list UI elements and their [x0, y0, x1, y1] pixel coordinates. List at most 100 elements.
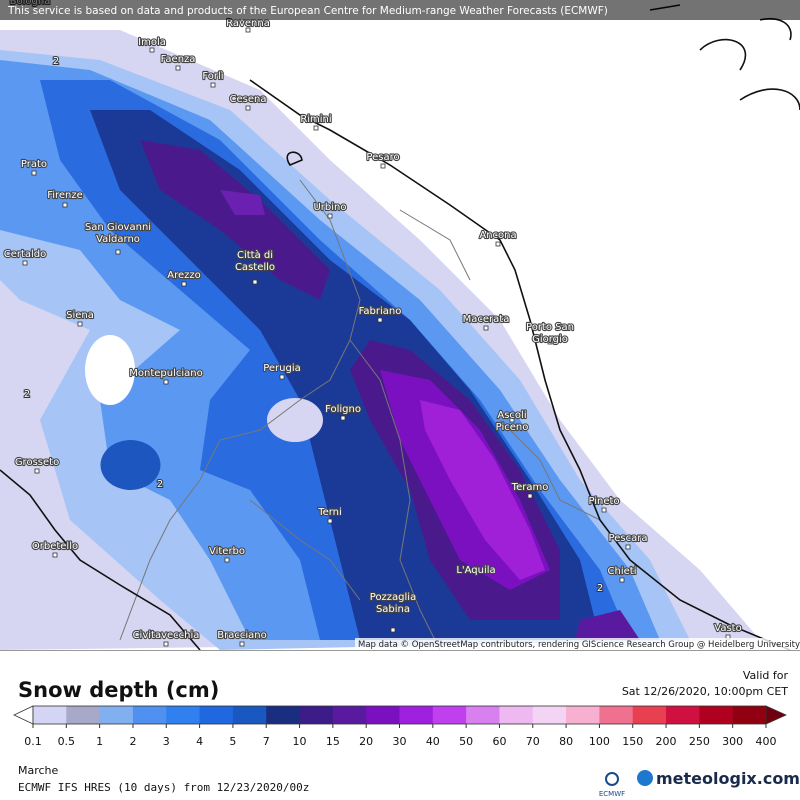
scale-segment	[566, 706, 600, 724]
city-label: Faenza	[161, 54, 196, 65]
city-label: Certaldo	[4, 249, 47, 260]
city-label: Foligno	[325, 404, 361, 415]
scale-segment	[366, 706, 400, 724]
model-info: ECMWF IFS HRES (10 days) from 12/23/2020…	[18, 781, 309, 794]
scale-segment	[699, 706, 734, 724]
snow-area	[85, 335, 135, 405]
city-label: Ascoli	[497, 410, 526, 421]
scale-label: 4	[196, 735, 203, 748]
city-marker	[224, 557, 230, 563]
scale-label: 10	[293, 735, 307, 748]
color-scale: 0.1 0.5 1 2 3 4 5 7 10 15 20 30 40 50 60 70 80 100 150 200 2…	[13, 705, 787, 748]
scale-segment	[166, 706, 201, 724]
scale-segment	[132, 706, 167, 724]
city-marker	[509, 417, 515, 423]
city-marker	[22, 260, 28, 266]
city-marker	[279, 374, 285, 380]
city-marker	[181, 281, 187, 287]
city-label: Valdarno	[96, 234, 140, 245]
city-marker	[245, 27, 251, 33]
scale-label: 7	[263, 735, 270, 748]
scale-segment	[99, 706, 134, 724]
scale-segment	[66, 706, 101, 724]
city-label: Firenze	[47, 190, 83, 201]
city-marker	[115, 249, 121, 255]
city-label: Chieti	[608, 566, 637, 577]
scale-segment	[299, 706, 334, 724]
scale-label: 100	[589, 735, 610, 748]
city-label: Teramo	[511, 482, 549, 493]
city-marker	[175, 65, 181, 71]
attribution-box	[355, 638, 800, 650]
scale-label: 300	[722, 735, 743, 748]
contour-label: 2	[53, 56, 59, 67]
city-marker	[52, 552, 58, 558]
city-marker	[327, 518, 333, 524]
city-marker	[547, 339, 553, 345]
scale-label: 20	[359, 735, 373, 748]
city-label: Bracciano	[217, 630, 266, 641]
scale-segment	[199, 706, 234, 724]
city-label: Terni	[317, 507, 342, 518]
city-label: Pescara	[609, 533, 648, 544]
city-label: Vasto	[714, 623, 741, 634]
city-label: Castello	[235, 262, 275, 273]
scale-label: 50	[459, 735, 473, 748]
city-label: Pineto	[588, 496, 619, 507]
city-marker	[340, 415, 346, 421]
city-marker	[239, 641, 245, 647]
city-label: Macerata	[463, 314, 510, 325]
scale-arrow-right	[765, 705, 787, 725]
region-borders	[119, 179, 601, 651]
city-label: Pozzaglia	[370, 592, 416, 603]
city-marker	[163, 641, 169, 647]
city-label: Urbino	[313, 202, 346, 213]
city-marker	[495, 241, 501, 247]
snow-area	[140, 140, 330, 300]
scale-segment	[599, 706, 634, 724]
brand-logo	[637, 770, 653, 786]
city-label: Città di	[237, 249, 273, 261]
scale-label: 3	[163, 735, 170, 748]
brand: meteologix.com	[656, 769, 800, 788]
city-marker	[210, 82, 216, 88]
scale-label: 2	[129, 735, 136, 748]
scale-label: 70	[526, 735, 540, 748]
city-marker	[31, 170, 37, 176]
scale-label: 0.5	[58, 735, 76, 748]
contour-label: 2	[597, 583, 603, 594]
attribution: Map data © OpenStreetMap contributors, r…	[358, 640, 800, 650]
scale-segment	[632, 706, 667, 724]
city-label: L'Aquila	[456, 565, 495, 576]
city-marker	[619, 577, 625, 583]
snow-area	[100, 440, 161, 490]
city-marker	[527, 493, 533, 499]
city-label: Arezzo	[167, 270, 201, 281]
scale-segment	[732, 706, 767, 724]
scale-segment	[332, 706, 367, 724]
scale-label: 250	[689, 735, 710, 748]
city-marker	[377, 317, 383, 323]
city-label: Montepulciano	[129, 368, 202, 379]
city-marker	[483, 325, 489, 331]
city-marker	[327, 213, 333, 219]
city-marker	[163, 379, 169, 385]
coastline	[0, 4, 800, 651]
scale-segment	[432, 706, 467, 724]
scale-label: 1	[96, 735, 103, 748]
scale-label: 400	[756, 735, 777, 748]
snow-area	[267, 398, 323, 442]
region-name: Marche	[18, 764, 59, 777]
snow-area	[220, 190, 265, 215]
city-label: Orbetello	[32, 541, 78, 552]
city-label: Cesena	[230, 94, 267, 105]
contour-label: 2	[24, 389, 30, 400]
city-label: Giorgio	[532, 334, 568, 345]
scale-segment	[499, 706, 534, 724]
legend-title: Snow depth (cm)	[18, 678, 219, 702]
city-marker	[62, 202, 68, 208]
scale-arrow-left	[13, 705, 34, 725]
city-marker	[245, 105, 251, 111]
snow-area	[575, 610, 640, 640]
scale-label: 40	[426, 735, 440, 748]
